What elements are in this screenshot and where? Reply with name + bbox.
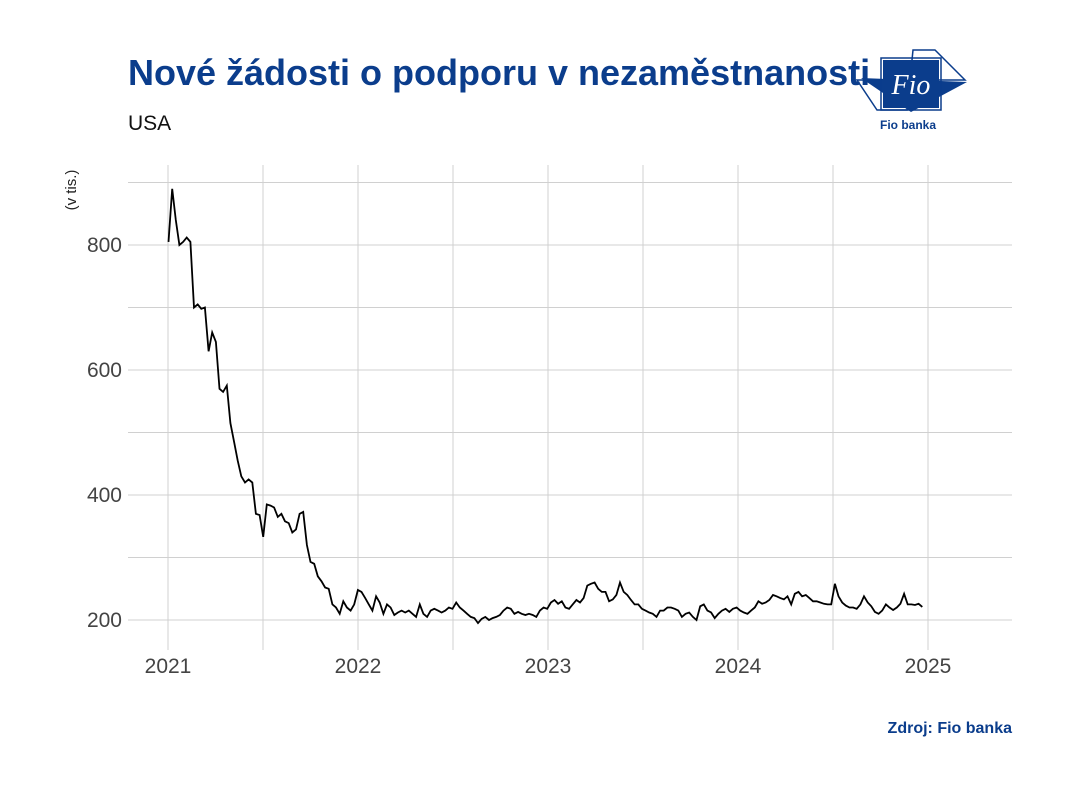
source-note: Zdroj: Fio banka bbox=[887, 720, 1012, 737]
page-subtitle: USA bbox=[128, 112, 172, 135]
y-axis-label: (v tis.) bbox=[63, 170, 80, 211]
page-title: Nové žádosti o podporu v nezaměstnanosti bbox=[128, 52, 871, 93]
fio-logo-icon: Fio bbox=[855, 49, 967, 112]
x-tick-label: 2025 bbox=[905, 655, 952, 678]
logo-caption: Fio banka bbox=[880, 118, 937, 132]
y-tick-label: 400 bbox=[87, 484, 122, 507]
y-tick-label: 200 bbox=[87, 609, 122, 632]
x-tick-label: 2021 bbox=[145, 655, 192, 678]
chart-grid bbox=[128, 165, 1012, 650]
x-tick-label: 2024 bbox=[715, 655, 762, 678]
x-tick-label: 2023 bbox=[525, 655, 572, 678]
x-tick-label: 2022 bbox=[335, 655, 382, 678]
x-axis: 2021 2022 2023 2024 2025 bbox=[145, 655, 952, 678]
series-line bbox=[167, 188, 923, 625]
y-tick-label: 600 bbox=[87, 359, 122, 382]
y-axis: 200 400 600 800 bbox=[87, 234, 122, 632]
y-tick-label: 800 bbox=[87, 234, 122, 257]
logo-mark-text: Fio bbox=[891, 70, 931, 101]
